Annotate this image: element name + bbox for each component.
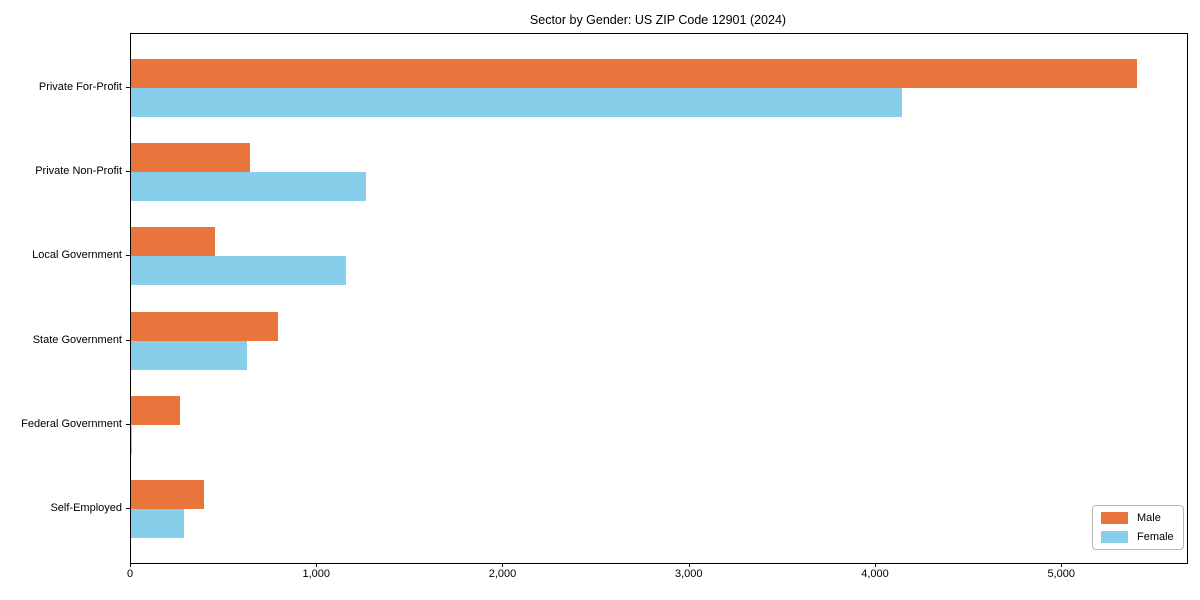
x-tick-1	[316, 563, 318, 567]
x-tick-label-0: 0	[126, 568, 134, 580]
y-tick-0	[126, 87, 130, 88]
bar-male-3	[131, 311, 279, 341]
category-label-1: Private Non-Profit	[35, 165, 122, 178]
x-tick-2	[502, 563, 504, 567]
x-tick-label-3: 3,000	[674, 568, 703, 580]
bar-female-4	[131, 424, 132, 454]
x-tick-label-4: 4,000	[861, 568, 889, 580]
category-label-2: Local Government	[32, 249, 122, 262]
bar-female-3	[131, 340, 248, 370]
bar-female-5	[131, 509, 185, 538]
legend-item-female: Female	[1101, 531, 1175, 543]
bar-male-0	[131, 59, 1137, 88]
chart-title: Sector by Gender: US ZIP Code 12901 (202…	[529, 13, 787, 27]
category-label-4: Federal Government	[21, 417, 122, 430]
x-tick-4	[874, 563, 876, 567]
legend-item-male: Male	[1101, 512, 1175, 524]
bar-female-1	[131, 172, 366, 202]
legend-female-swatch-icon	[1101, 531, 1128, 543]
legend: Male Female	[1092, 505, 1184, 550]
legend-male-label: Male	[1137, 511, 1161, 524]
legend-male-swatch-icon	[1101, 512, 1128, 524]
category-label-0: Private For-Profit	[38, 81, 122, 93]
x-tick-label-1: 1,000	[302, 568, 330, 580]
bar-male-4	[131, 395, 181, 425]
bar-female-2	[131, 256, 347, 286]
x-tick-label-2: 2,000	[488, 568, 517, 580]
category-label-3: State Government	[32, 333, 122, 346]
y-tick-1	[126, 171, 130, 173]
bar-male-2	[131, 227, 215, 257]
category-label-5: Self-Employed	[50, 502, 122, 514]
y-tick-5	[126, 508, 130, 509]
legend-female-label: Female	[1137, 530, 1174, 543]
x-tick-label-5: 5,000	[1047, 568, 1075, 580]
x-tick-5	[1061, 563, 1063, 567]
y-tick-3	[126, 339, 130, 341]
y-tick-4	[126, 423, 130, 425]
x-tick-0	[130, 563, 131, 567]
y-tick-2	[126, 255, 130, 257]
bar-male-5	[131, 480, 204, 509]
bar-male-1	[131, 143, 251, 173]
bar-female-0	[131, 88, 903, 117]
plot-area	[130, 33, 1188, 564]
x-tick-3	[688, 563, 690, 567]
